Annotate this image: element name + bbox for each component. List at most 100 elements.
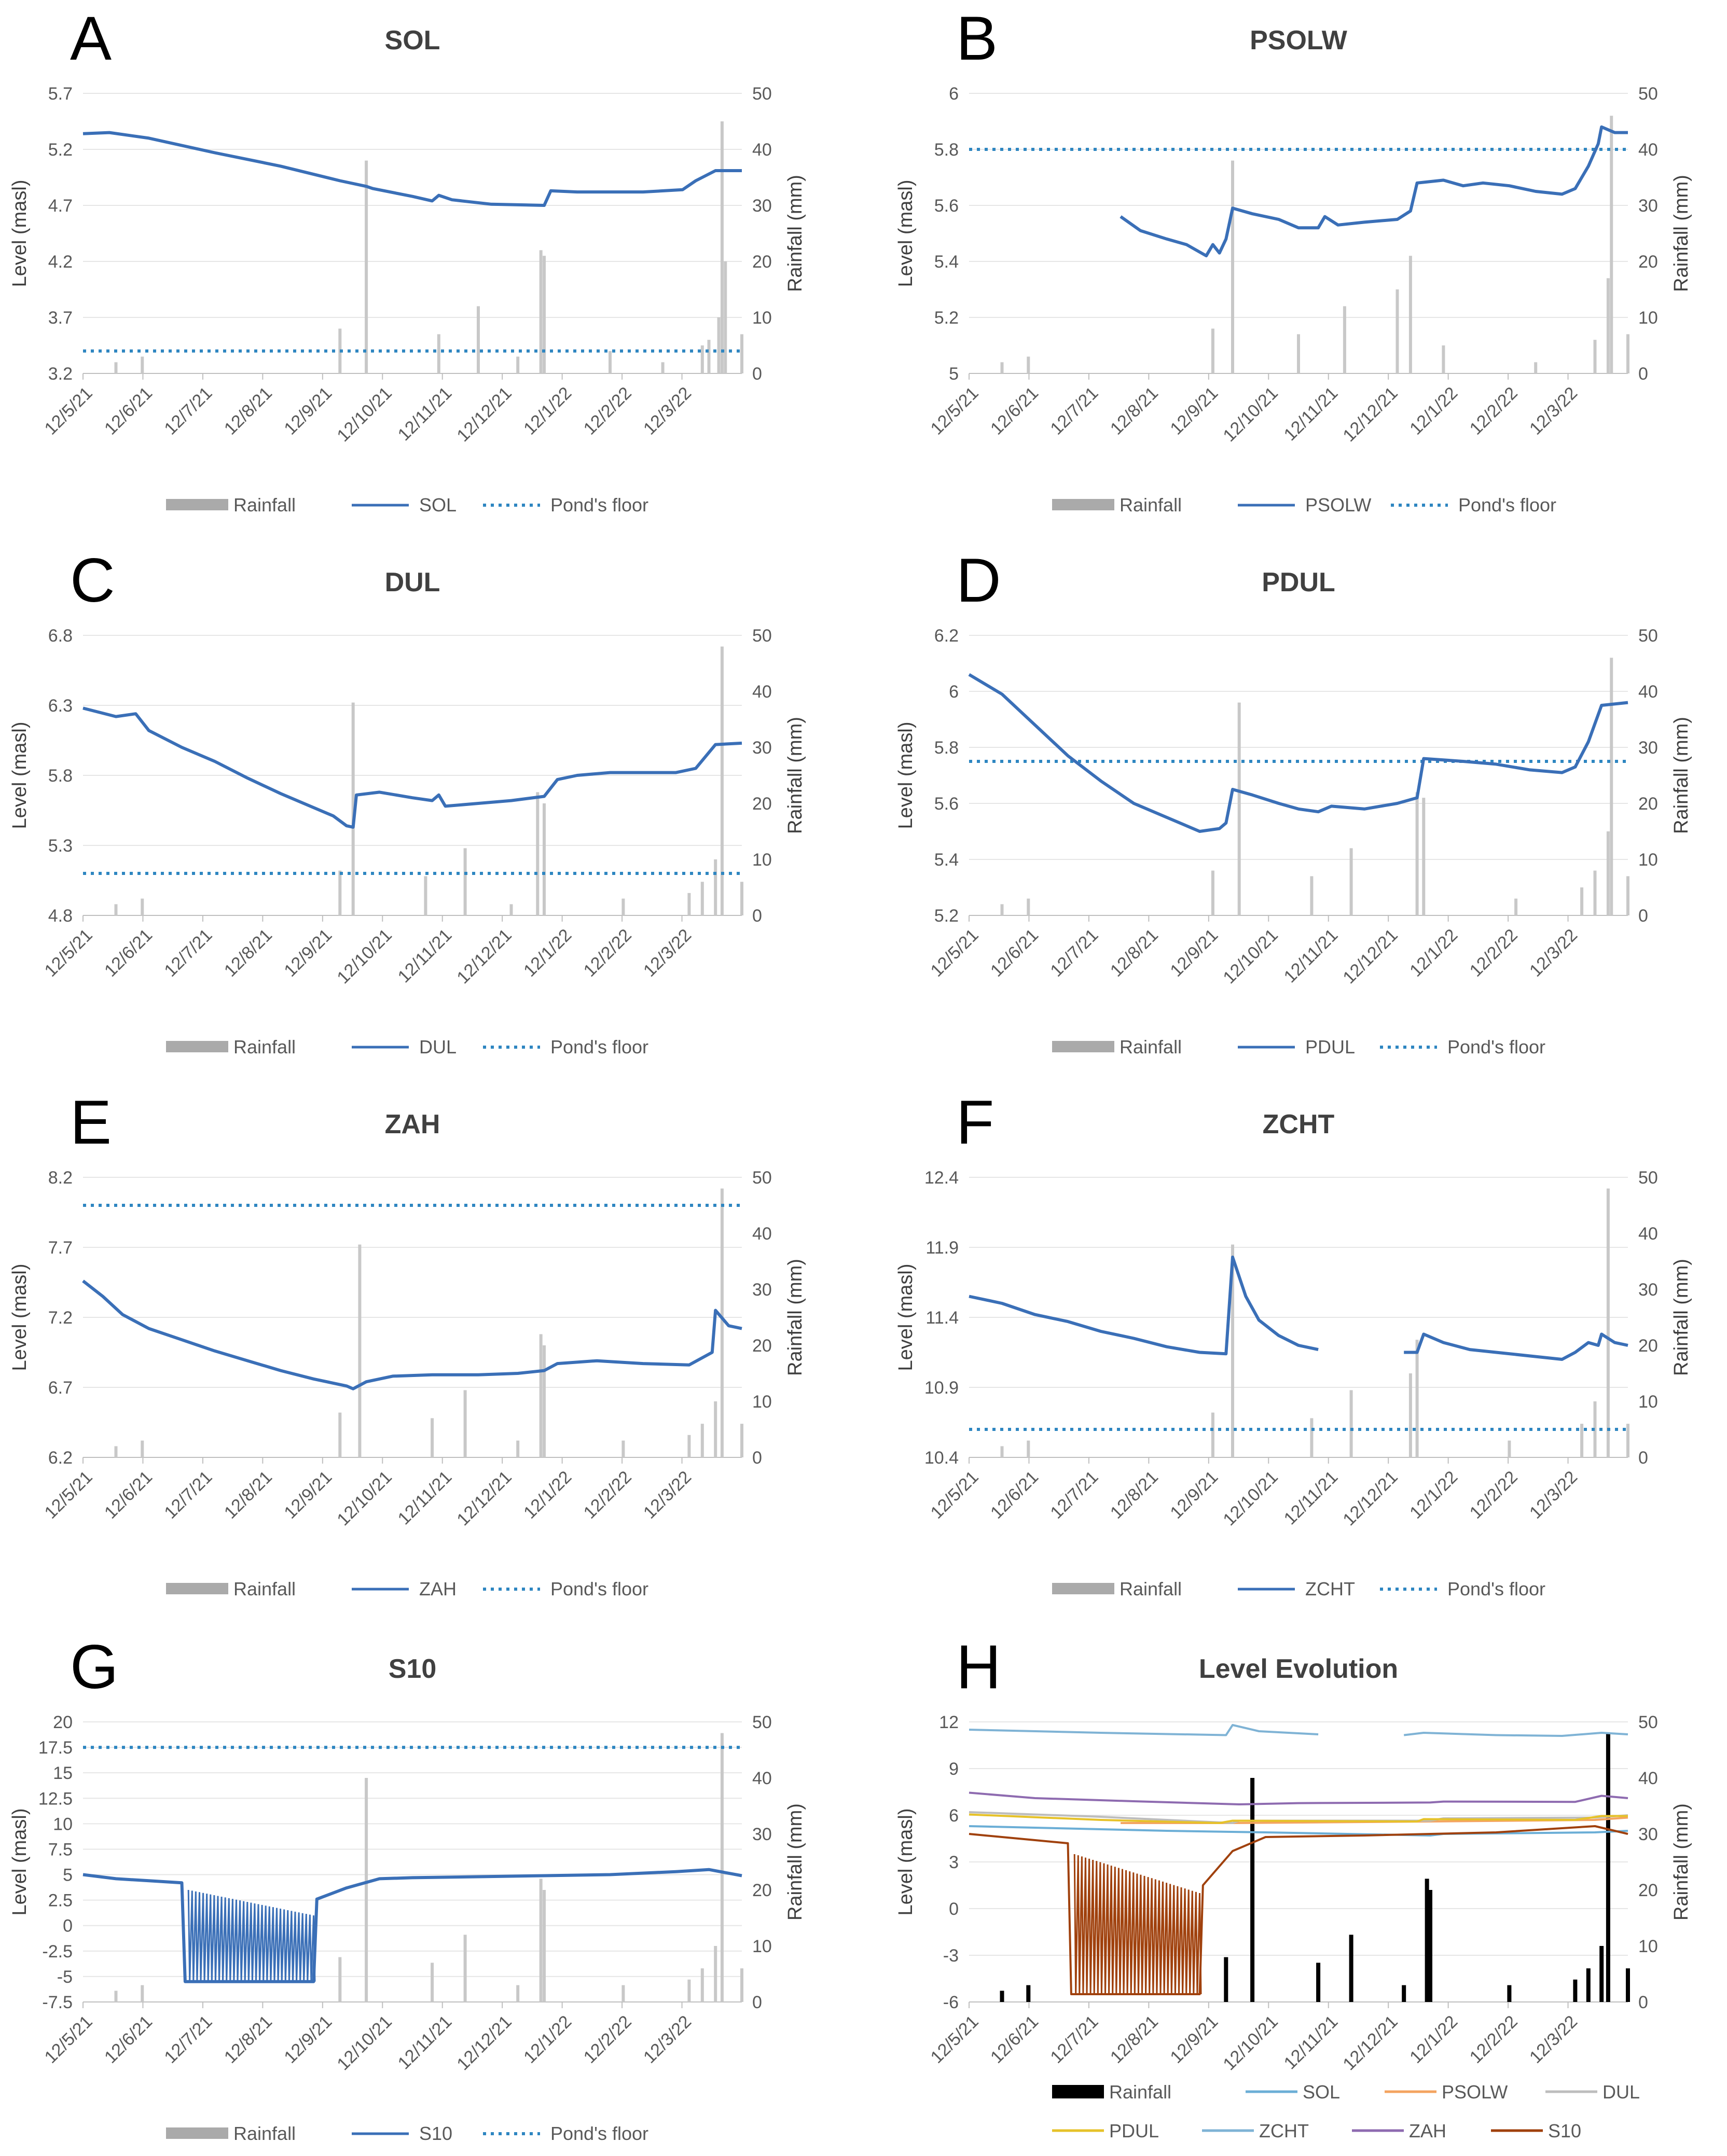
y2-tick-label: 20 xyxy=(1638,252,1658,272)
y2-axis-label: Rainfall (mm) xyxy=(1670,1259,1692,1376)
rainfall-bar xyxy=(720,646,724,915)
y-tick-label: 12.4 xyxy=(924,1168,959,1188)
y-axis-label: Level (masl) xyxy=(9,180,31,287)
x-tick-label: 12/2/22 xyxy=(580,2012,635,2067)
rainfall-bar xyxy=(1610,116,1613,373)
x-tick-label: 12/11/21 xyxy=(1280,2012,1342,2074)
x-tick-label: 12/1/22 xyxy=(1406,383,1461,439)
panel-a: A SOL 3.2 3.7 4.2 4.7 5.2 5.7 0 10 20 30 40 50 12/5/21… xyxy=(9,4,806,516)
rainfall-bar xyxy=(1593,1401,1597,1457)
y2-tick-label: 10 xyxy=(1638,308,1658,328)
y-tick-label: 20 xyxy=(53,1713,73,1732)
x-tick-label: 12/8/21 xyxy=(1107,383,1162,439)
y-tick-label: 6 xyxy=(949,682,959,702)
legend-label: Rainfall xyxy=(233,1578,296,1599)
y-tick-label: -5 xyxy=(57,1967,73,1987)
rainfall-bar xyxy=(661,362,665,373)
legend-label: ZAH xyxy=(1409,2120,1446,2141)
panel-title: S10 xyxy=(389,1654,437,1684)
y2-tick-label: 10 xyxy=(1638,1937,1658,1956)
y-axis-label: Level (masl) xyxy=(895,722,917,829)
legend: Rainfall ZCHT Pond's floor xyxy=(1052,1578,1545,1599)
panel-title: ZCHT xyxy=(1263,1109,1335,1139)
panel-letter: B xyxy=(956,4,998,73)
x-tick-label: 12/5/21 xyxy=(41,2012,96,2067)
x-tick-label: 12/12/21 xyxy=(1339,383,1401,446)
y-tick-label: 12 xyxy=(939,1713,959,1732)
rainfall-bar xyxy=(1415,1340,1419,1457)
rainfall-bar xyxy=(1349,848,1353,915)
rainfall-bar xyxy=(516,1440,520,1457)
x-tick-label: 12/2/22 xyxy=(1466,383,1522,439)
x-tick-label: 12/10/21 xyxy=(1219,383,1281,446)
y2-tick-label: 20 xyxy=(752,794,772,814)
rainfall-bar xyxy=(700,1424,704,1457)
rainfall-bar xyxy=(141,1985,144,2002)
y2-tick-label: 0 xyxy=(752,364,762,384)
rainfall-bar xyxy=(720,1188,724,1457)
y2-axis-label: Rainfall (mm) xyxy=(784,1803,806,1921)
rainfall-bar xyxy=(543,1345,546,1457)
legend-label: ZCHT xyxy=(1259,2120,1309,2141)
x-tick-label: 12/6/21 xyxy=(101,925,156,981)
rainfall-bar xyxy=(1349,1390,1353,1457)
legend-label: Rainfall xyxy=(1109,2081,1171,2103)
legend-label: SOL xyxy=(1303,2081,1340,2103)
rainfall-bar xyxy=(1402,1985,1406,2002)
y2-axis-label: Rainfall (mm) xyxy=(784,1259,806,1376)
y-tick-label: 4.2 xyxy=(48,252,73,272)
rainfall-bar xyxy=(1415,792,1419,915)
legend-label: Pond's floor xyxy=(550,1578,648,1599)
rainfall-bar xyxy=(1000,362,1004,373)
x-tick-label: 12/8/21 xyxy=(1107,2012,1162,2067)
x-tick-label: 12/10/21 xyxy=(1219,925,1281,987)
rainfall-bar xyxy=(714,1401,717,1457)
rainfall-bar xyxy=(539,1879,543,2002)
rainfall-bar xyxy=(543,1890,546,2002)
x-tick-label: 12/8/21 xyxy=(220,925,276,981)
x-tick-label: 12/11/21 xyxy=(394,1467,456,1529)
y-tick-label: 6.2 xyxy=(934,626,959,646)
y2-tick-label: 50 xyxy=(1638,626,1658,646)
y2-tick-label: 10 xyxy=(1638,1392,1658,1412)
y-axis-label: Level (masl) xyxy=(895,1809,917,1916)
rainfall-bar xyxy=(539,1334,543,1457)
rainfall-bar xyxy=(365,160,368,373)
x-tick-label: 12/11/21 xyxy=(394,2012,456,2074)
rainfall-bar xyxy=(1606,831,1610,915)
x-tick-label: 12/6/21 xyxy=(987,2012,1042,2067)
y-tick-label: 5.2 xyxy=(934,308,959,328)
rainfall-bar xyxy=(687,893,691,915)
y-tick-label: 5.4 xyxy=(934,252,959,272)
x-tick-label: 12/9/21 xyxy=(280,925,336,981)
x-tick-label: 12/11/21 xyxy=(1280,1467,1342,1529)
y2-tick-label: 20 xyxy=(752,252,772,272)
x-tick-label: 12/2/22 xyxy=(1466,1467,1522,1523)
rainfall-bar xyxy=(1626,1968,1630,2002)
legend-label: PDUL xyxy=(1109,2120,1159,2141)
y2-tick-label: 10 xyxy=(752,850,772,870)
series-line-pdul xyxy=(968,673,1628,833)
y2-tick-label: 40 xyxy=(1638,1769,1658,1788)
rainfall-bar xyxy=(1599,1946,1604,2002)
legend-swatch-rainfall xyxy=(1052,1041,1114,1052)
x-tick-label: 12/9/21 xyxy=(280,2012,336,2067)
x-tick-label: 12/10/21 xyxy=(1219,1467,1281,1529)
rainfall-bar xyxy=(516,1985,520,2002)
y-tick-label: 12.5 xyxy=(38,1789,73,1809)
x-tick-label: 12/9/21 xyxy=(1166,2012,1222,2067)
y2-tick-label: 30 xyxy=(1638,1825,1658,1844)
legend-label: PSOLW xyxy=(1305,494,1371,516)
y2-tick-label: 40 xyxy=(752,140,772,160)
x-tick-label: 12/5/21 xyxy=(41,925,96,981)
rainfall-bar xyxy=(1237,702,1241,915)
legend-label: Rainfall xyxy=(233,494,296,516)
y-tick-label: 4.7 xyxy=(48,196,73,216)
y2-tick-label: 0 xyxy=(1638,1993,1648,2012)
legend-swatch-rainfall xyxy=(166,1583,228,1594)
x-tick-label: 12/8/21 xyxy=(220,383,276,439)
y-tick-label: 10.9 xyxy=(924,1378,959,1398)
series-line-zah xyxy=(82,1279,742,1390)
x-tick-label: 12/10/21 xyxy=(333,383,395,446)
